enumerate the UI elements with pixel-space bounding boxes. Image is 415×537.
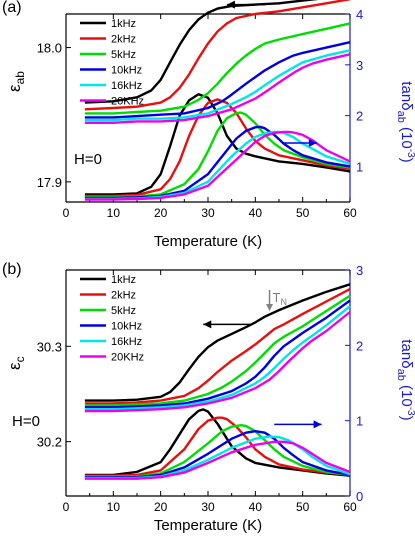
axis-arrow-head <box>226 0 235 9</box>
legend-label: 2kHz <box>111 34 136 46</box>
series-line-loss <box>84 408 351 477</box>
right-axis-label: tanδab (10-3) <box>395 81 415 162</box>
series-line-permittivity <box>84 305 351 411</box>
left-tick-label: 30.2 <box>37 435 62 450</box>
series-line-loss <box>84 93 351 196</box>
x-tick-label: 20 <box>154 206 168 220</box>
legend-label: 5kHz <box>111 49 136 61</box>
series-line-loss <box>84 416 351 477</box>
left-axis-label-sub: c <box>13 356 27 362</box>
series-line-permittivity <box>84 294 351 407</box>
right-tick-label: 1 <box>356 414 363 429</box>
tn-marker-arrowhead <box>266 304 274 311</box>
right-tick-label: 2 <box>356 338 363 353</box>
x-tick-label: 30 <box>201 500 215 514</box>
x-tick-label: 30 <box>201 206 215 220</box>
legend-label: 10kHz <box>111 65 142 77</box>
x-tick-label: 60 <box>343 206 357 220</box>
legend-label: 1kHz <box>111 18 136 30</box>
right-tick-label: 2 <box>356 109 363 124</box>
series-line-loss <box>84 130 351 201</box>
series-line-loss <box>84 424 351 478</box>
x-tick-label: 40 <box>249 500 263 514</box>
legend-label: 2kHz <box>111 290 136 302</box>
legend-label: 16kHz <box>111 80 142 92</box>
series-line-loss <box>84 440 351 480</box>
right-tick-label: 3 <box>356 58 363 73</box>
series-line-permittivity <box>84 0 351 111</box>
right-tick-label: 1 <box>356 159 363 174</box>
series-line-permittivity <box>84 49 351 122</box>
x-tick-label: 10 <box>107 500 121 514</box>
x-tick-label: 50 <box>296 206 310 220</box>
series-line-permittivity <box>84 299 351 409</box>
x-tick-label: 50 <box>296 500 310 514</box>
x-tick-label: 10 <box>107 206 121 220</box>
panel-b: 0 10 20 30 40 50 60 Temperature (K) 30.2 30.3 εc 0 1… <box>2 261 415 534</box>
x-tick-label: 40 <box>249 206 263 220</box>
left-axis-label: εab <box>5 71 27 92</box>
panel-label: (b) <box>2 261 22 278</box>
left-tick-label: 30.3 <box>37 339 62 354</box>
legend-label: 10kHz <box>111 321 142 333</box>
axis-arrow-head <box>308 139 317 148</box>
legend-label: 1kHz <box>111 274 136 286</box>
x-tick-label: 0 <box>63 500 70 514</box>
right-tick-label: 4 <box>356 7 363 22</box>
x-tick-label: 0 <box>63 206 70 220</box>
series-line-loss <box>84 98 351 198</box>
x-tick-label: 60 <box>343 500 357 514</box>
left-axis-label: εc <box>5 356 27 370</box>
axis-arrow-head <box>203 320 212 329</box>
tn-marker-label: TN <box>273 290 287 307</box>
right-axis-label: tanδab (10-3) <box>395 339 415 420</box>
series-line-permittivity <box>84 288 351 405</box>
series-line-permittivity <box>84 311 351 413</box>
legend-label: 16kHz <box>111 336 142 348</box>
x-tick-label: 20 <box>154 500 168 514</box>
legend-label: 20KHz <box>111 352 144 364</box>
h-field-annotation: H=0 <box>12 413 40 430</box>
panel-label: (a) <box>2 0 22 16</box>
series-line-permittivity <box>84 41 351 119</box>
x-axis-label: Temperature (K) <box>154 233 262 250</box>
legend-label: 20KHz <box>111 96 144 108</box>
right-tick-label: 3 <box>356 263 363 278</box>
panel-a: 0 10 20 30 40 50 60 Temperature (K) 17.9 18.0 εab 1… <box>2 0 415 250</box>
right-tick-label: 0 <box>356 489 363 504</box>
left-axis-label-sub: ab <box>13 71 27 85</box>
series-line-permittivity <box>84 0 319 104</box>
legend: 1kHz 2kHz 5kHz 10kHz 16kHz 20KHz <box>80 18 144 108</box>
legend-label: 5kHz <box>111 305 136 317</box>
series-line-permittivity <box>84 22 351 115</box>
series-line-loss <box>84 111 351 199</box>
x-axis-label: Temperature (K) <box>154 517 262 534</box>
left-tick-label: 17.9 <box>37 175 62 190</box>
series-line-permittivity <box>84 283 351 402</box>
legend: 1kHz 2kHz 5kHz 10kHz 16kHz 20KHz <box>80 274 144 364</box>
series-line-permittivity <box>84 53 351 125</box>
axis-arrow-head <box>313 420 322 429</box>
left-tick-label: 18.0 <box>37 41 62 56</box>
h-field-annotation: H=0 <box>74 151 102 168</box>
